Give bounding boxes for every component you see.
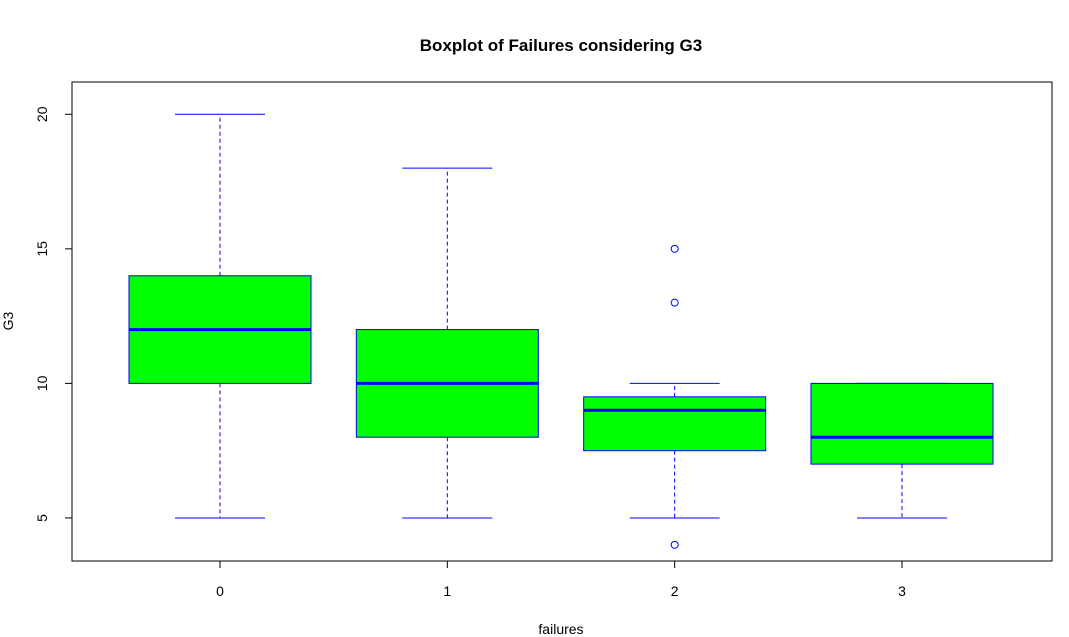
x-tick-label: 1 (443, 583, 451, 599)
y-tick-label: 20 (34, 106, 50, 122)
box-group-0 (128, 113, 312, 519)
chart-title: Boxplot of Failures considering G3 (420, 36, 702, 55)
box-group-2 (583, 244, 767, 549)
x-tick-label: 3 (898, 583, 906, 599)
outlier-point (670, 298, 679, 307)
y-axis-label: G3 (0, 311, 16, 330)
y-tick-label: 15 (34, 241, 50, 257)
x-tick-label: 0 (216, 583, 224, 599)
plot-area (128, 113, 994, 549)
box-group-3 (810, 382, 994, 519)
box-group-1 (355, 167, 539, 519)
x-axis: 0 1 2 3 (216, 561, 906, 599)
y-tick-label: 10 (34, 375, 50, 391)
iqr-box (583, 396, 767, 452)
iqr-box (810, 382, 994, 465)
y-tick-label: 5 (34, 514, 50, 522)
x-axis-label: failures (538, 621, 583, 637)
outlier-point (670, 540, 679, 549)
x-tick-label: 2 (671, 583, 679, 599)
outlier-point (670, 244, 679, 253)
y-axis: 5 10 15 20 (34, 106, 73, 522)
